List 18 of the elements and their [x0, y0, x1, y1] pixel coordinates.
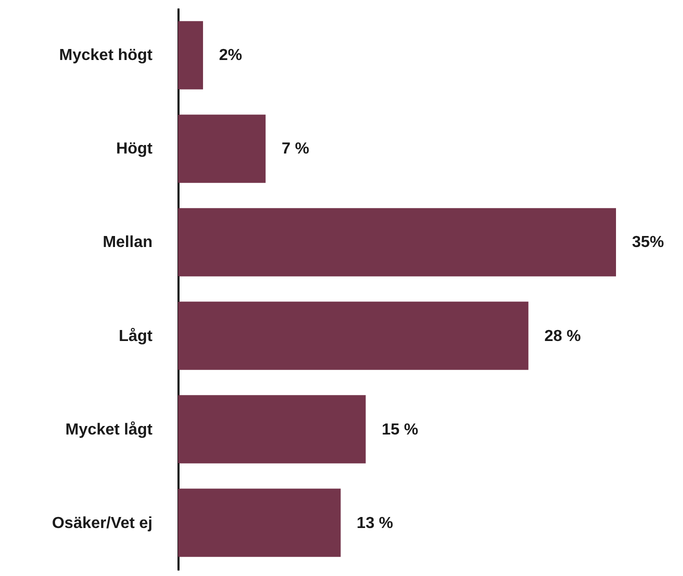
y-tick-label: Mycket högt	[59, 47, 154, 64]
bar	[178, 114, 266, 183]
data-label: 13 %	[356, 514, 394, 532]
bar	[178, 208, 616, 276]
data-label: 7 %	[282, 140, 310, 158]
y-tick-label: Mellan	[102, 234, 152, 252]
data-label: 15 %	[382, 421, 418, 438]
data-label: 28 %	[544, 328, 581, 345]
bar	[178, 21, 204, 90]
y-tick-label: Lågt	[118, 326, 154, 345]
y-tick-label: Mycket lågt	[65, 420, 154, 438]
y-tick-label: Osäker/Vet ej	[52, 514, 152, 532]
y-tick-label: Högt	[116, 140, 154, 158]
data-label: 35%	[632, 234, 664, 252]
bar	[178, 302, 528, 370]
bar	[178, 395, 366, 464]
bar	[178, 488, 341, 557]
data-label: 2%	[219, 47, 242, 64]
